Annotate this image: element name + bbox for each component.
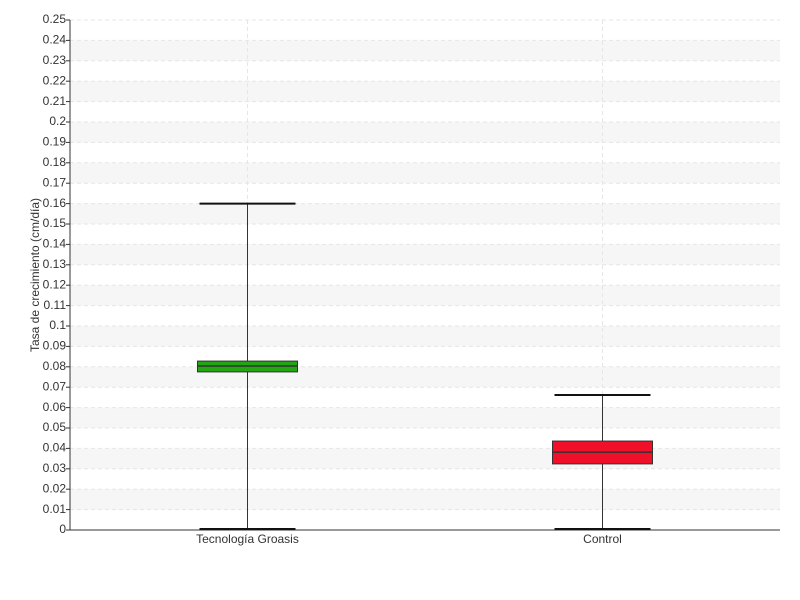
y-tick-label: 0.06	[43, 400, 67, 414]
y-tick-label: 0.22	[43, 73, 67, 87]
band	[70, 366, 780, 388]
background-bands	[70, 40, 780, 510]
band	[70, 448, 780, 469]
y-tick-label: 0.17	[43, 175, 67, 189]
y-tick-label: 0.1	[49, 318, 66, 332]
x-tick-label: Tecnología Groasis	[196, 532, 299, 546]
band	[70, 326, 780, 347]
y-axis-label: Tasa de crecimiento (cm/día)	[28, 198, 42, 352]
band	[70, 244, 780, 265]
y-tick-label: 0.21	[43, 94, 67, 108]
y-tick-label: 0.14	[43, 237, 67, 251]
band	[70, 489, 780, 510]
y-tick-label: 0.09	[43, 339, 67, 353]
y-tick-label: 0.25	[43, 12, 67, 26]
band	[70, 162, 780, 184]
band	[70, 122, 780, 143]
y-tick-label: 0	[59, 522, 66, 536]
band	[70, 407, 780, 428]
y-tick-label: 0.05	[43, 420, 67, 434]
y-tick-label: 0.08	[43, 359, 67, 373]
band	[70, 203, 780, 224]
y-tick-label: 0.12	[43, 277, 67, 291]
band	[70, 285, 780, 306]
y-tick-label: 0.03	[43, 461, 67, 475]
y-tick-label: 0.2	[49, 114, 66, 128]
y-tick-label: 0.15	[43, 216, 67, 230]
band	[70, 81, 780, 102]
y-tick-label: 0.23	[43, 53, 67, 67]
y-tick-label: 0.24	[43, 33, 67, 47]
y-tick-label: 0.07	[43, 379, 67, 393]
y-tick-label: 0.11	[44, 298, 67, 312]
y-tick-label: 0.18	[43, 155, 67, 169]
y-tick-label: 0.02	[43, 481, 67, 495]
y-tick-label: 0.16	[43, 196, 67, 210]
band	[70, 40, 780, 61]
y-tick-label: 0.13	[43, 257, 67, 271]
y-tick-label: 0.01	[43, 502, 67, 516]
y-tick-label: 0.19	[43, 135, 67, 149]
x-tick-label: Control	[583, 532, 622, 546]
y-tick-label: 0.04	[43, 441, 67, 455]
